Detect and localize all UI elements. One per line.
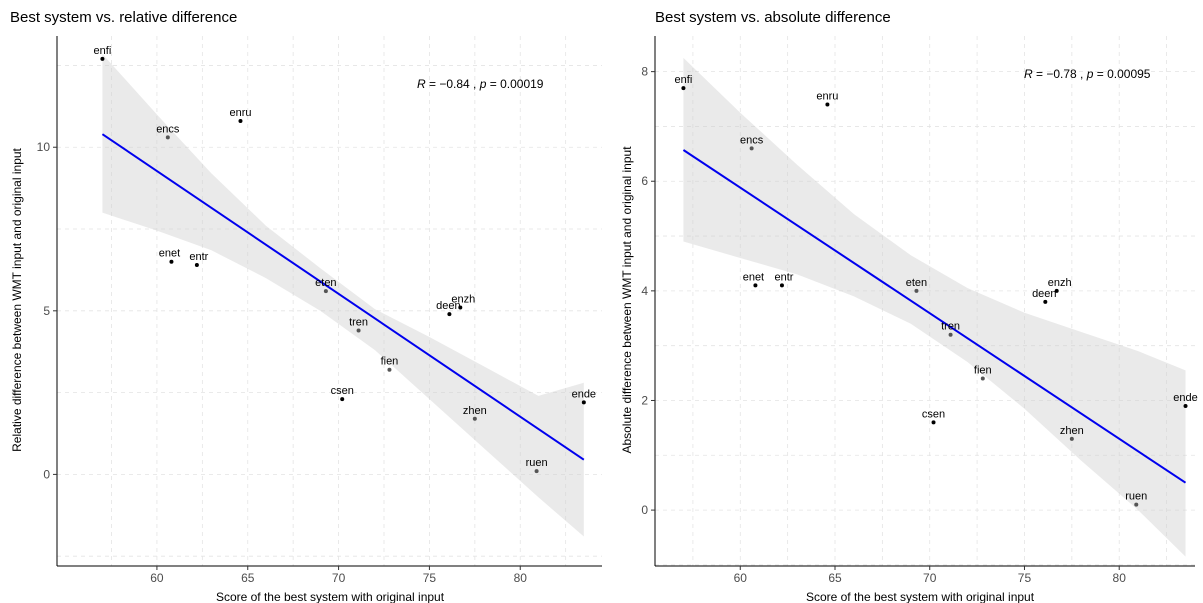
x-tick-label: 70: [923, 571, 937, 585]
x-tick-label: 75: [423, 571, 437, 585]
x-tick-label: 60: [150, 571, 164, 585]
point-label-deen: deen: [1032, 288, 1056, 300]
data-point-enru: [238, 119, 243, 124]
correlation-annotation: R = −0.84 , p = 0.00019: [417, 77, 544, 91]
x-axis-title: Score of the best system with original i…: [806, 590, 1035, 603]
correlation-annotation: R = −0.78 , p = 0.00095: [1024, 67, 1151, 81]
data-point-eten: [323, 289, 328, 294]
x-tick-label: 70: [332, 571, 346, 585]
y-tick-label: 8: [641, 65, 648, 79]
confidence-band: [683, 57, 1186, 557]
point-label-eten: eten: [906, 277, 927, 289]
regression-line: [682, 149, 1187, 484]
data-point-tren: [356, 328, 361, 333]
data-point-enzh: [1054, 288, 1059, 293]
data-point-enru: [825, 102, 830, 107]
point-label-enet: enet: [743, 271, 764, 283]
data-point-enet: [169, 259, 174, 264]
data-point-enet: [753, 283, 758, 288]
point-label-ruen: ruen: [526, 457, 548, 469]
point-label-encs: encs: [740, 134, 764, 146]
point-label-enfi: enfi: [94, 45, 112, 57]
data-point-encs: [749, 146, 754, 151]
data-point-enfi: [681, 86, 686, 91]
data-point-deen: [447, 312, 452, 317]
y-axis-title: Relative difference between WMT input an…: [10, 147, 24, 451]
point-label-entr: entr: [189, 251, 208, 263]
grid: [57, 36, 602, 566]
x-axis-title: Score of the best system with original i…: [216, 590, 445, 603]
point-label-ende: ende: [572, 388, 596, 400]
data-point-tren: [948, 332, 953, 337]
y-tick-label: 2: [641, 393, 648, 407]
data-point-enfi: [100, 56, 105, 61]
x-tick-label: 80: [514, 571, 528, 585]
y-tick-label: 0: [43, 467, 50, 481]
x-tick-label: 65: [241, 571, 255, 585]
data-point-ruen: [534, 469, 539, 474]
data-point-ende: [581, 400, 586, 405]
point-label-ende: ende: [1173, 392, 1197, 404]
point-label-enru: enru: [816, 91, 838, 103]
x-tick-label: 65: [828, 571, 842, 585]
y-tick-label: 4: [641, 284, 648, 298]
data-point-encs: [165, 135, 170, 140]
data-point-csen: [931, 420, 936, 425]
point-label-deen: deen: [436, 300, 460, 312]
data-point-entr: [194, 263, 199, 268]
data-point-entr: [779, 283, 784, 288]
confidence-band: [102, 53, 584, 537]
data-point-deen: [1043, 299, 1048, 304]
regression-line: [101, 133, 585, 461]
point-label-zhen: zhen: [1060, 425, 1084, 437]
point-label-csen: csen: [922, 408, 945, 420]
data-point-enzh: [458, 305, 463, 310]
data-point-zhen: [472, 416, 477, 421]
chart-title: Best system vs. relative difference: [10, 9, 237, 26]
point-label-zhen: zhen: [463, 405, 487, 417]
data-point-ende: [1183, 403, 1188, 408]
point-label-tren: tren: [941, 321, 960, 333]
grid: [655, 36, 1195, 566]
point-label-enru: enru: [229, 107, 251, 119]
x-tick-label: 80: [1113, 571, 1127, 585]
chart-title: Best system vs. absolute difference: [655, 9, 891, 26]
x-tick-label: 60: [734, 571, 748, 585]
data-point-fien: [980, 376, 985, 381]
point-label-entr: entr: [774, 271, 793, 283]
point-label-fien: fien: [974, 365, 992, 377]
x-tick-label: 75: [1018, 571, 1032, 585]
y-tick-label: 5: [43, 304, 50, 318]
data-point-ruen: [1134, 502, 1139, 507]
point-label-ruen: ruen: [1125, 491, 1147, 503]
point-label-enzh: enzh: [1048, 277, 1072, 289]
y-axis-title: Absolute difference between WMT input an…: [620, 146, 634, 454]
data-point-csen: [340, 397, 345, 402]
y-tick-label: 6: [641, 174, 648, 188]
point-label-enfi: enfi: [675, 74, 693, 86]
point-label-fien: fien: [381, 356, 399, 368]
y-tick-label: 10: [37, 140, 51, 154]
point-label-csen: csen: [331, 385, 354, 397]
data-point-fien: [387, 367, 392, 372]
point-label-tren: tren: [349, 316, 368, 328]
point-label-encs: encs: [156, 123, 180, 135]
data-point-eten: [914, 288, 919, 293]
y-tick-label: 0: [641, 503, 648, 517]
point-label-eten: eten: [315, 277, 336, 289]
data-point-zhen: [1069, 436, 1074, 441]
point-label-enzh: enzh: [451, 294, 475, 306]
point-label-enet: enet: [159, 248, 180, 260]
